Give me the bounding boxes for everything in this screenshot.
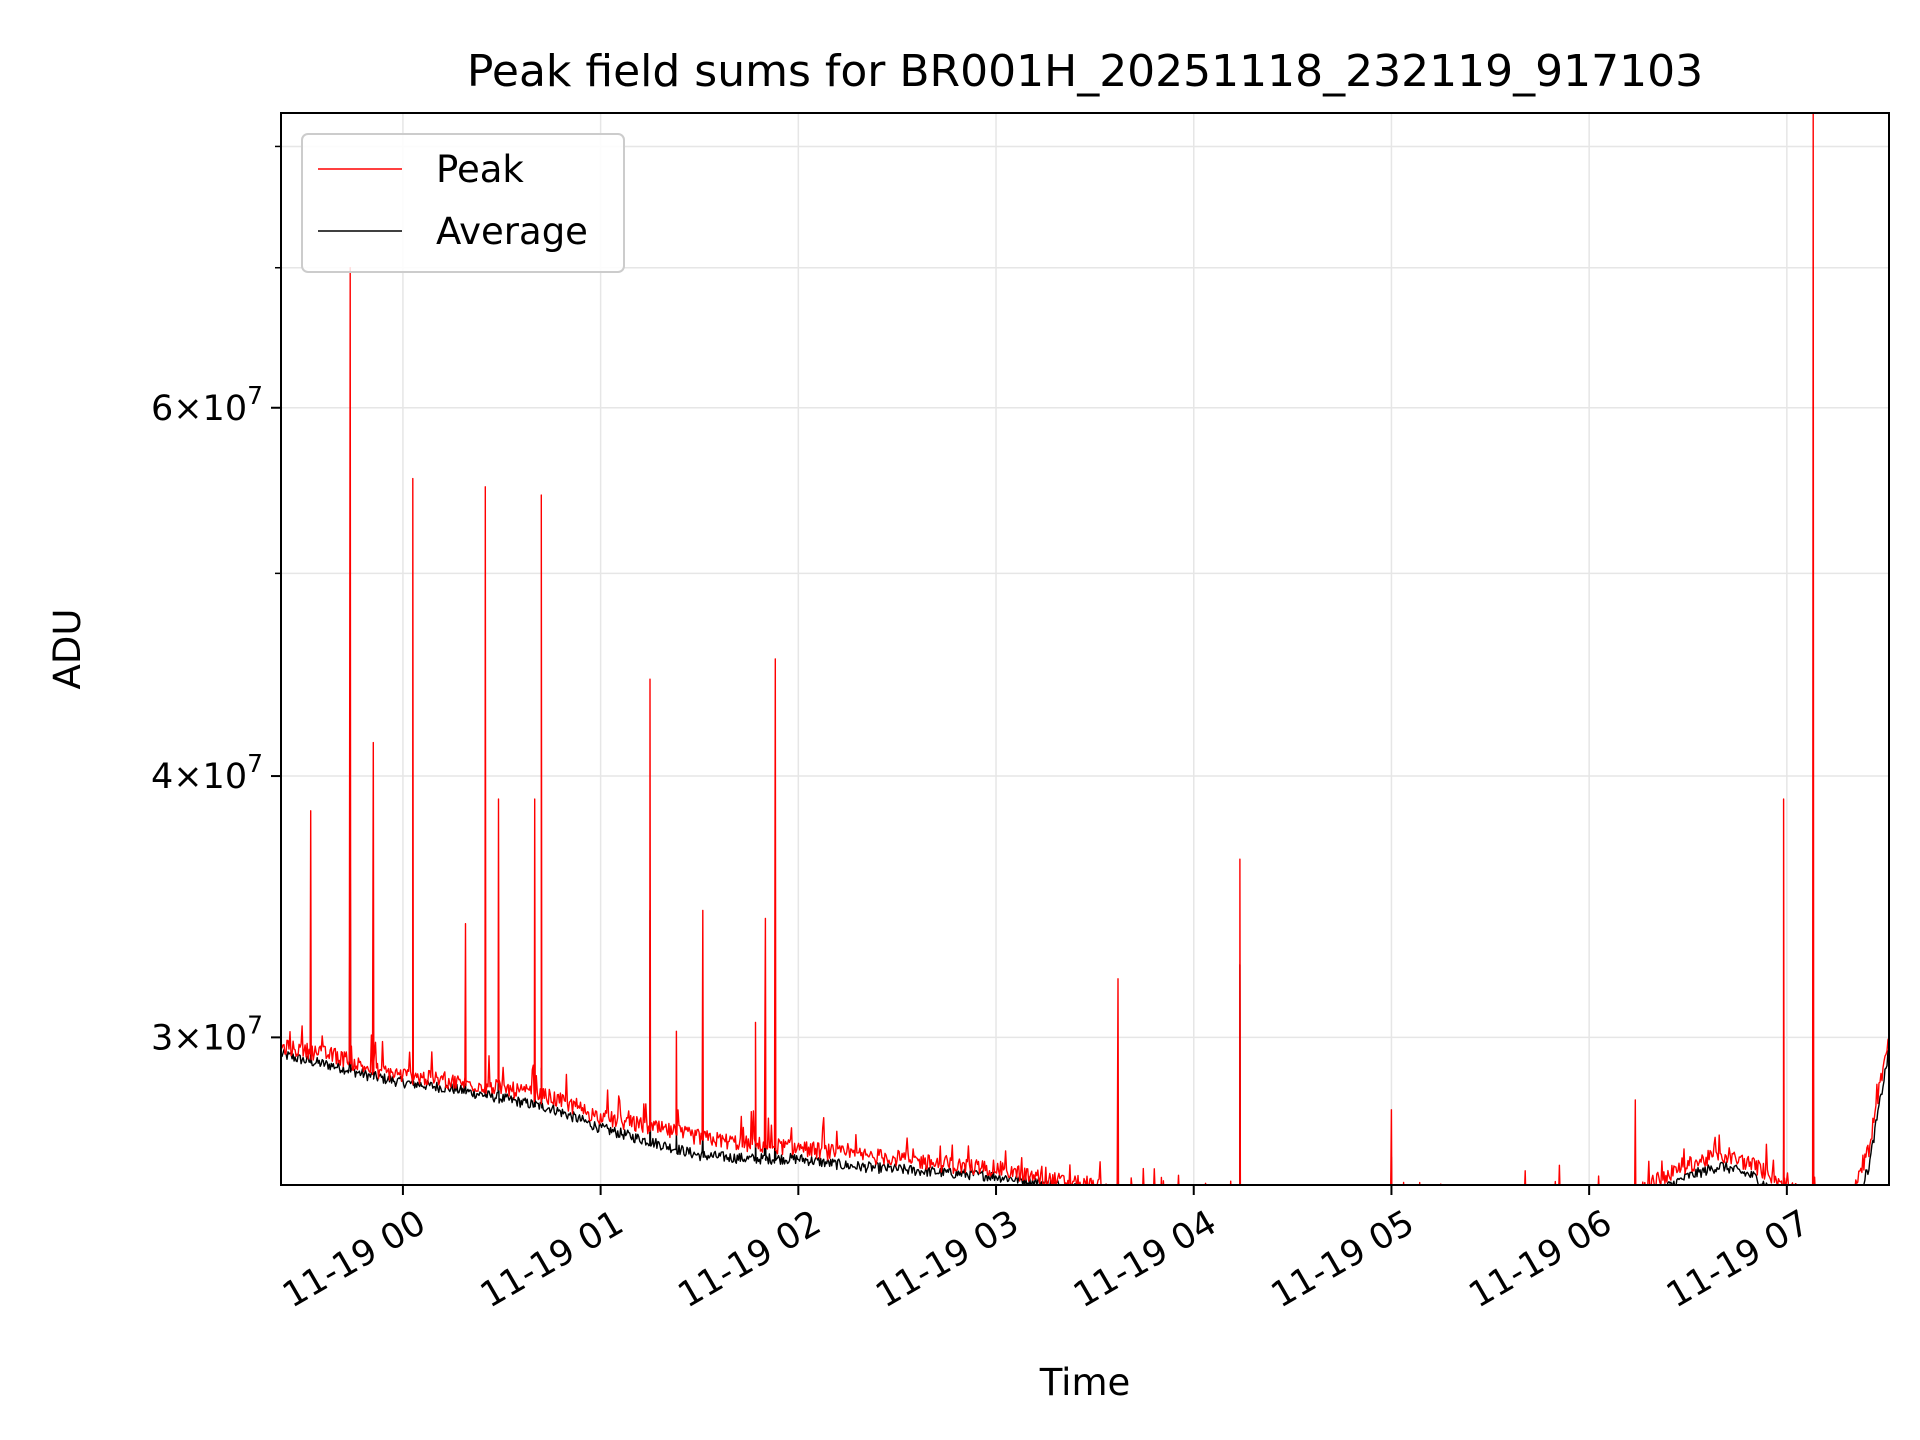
series-line-peak (281, 113, 1889, 1185)
legend-label-average: Average (436, 210, 588, 253)
series-line-average (281, 810, 1889, 1185)
legend: Peak Average (301, 133, 625, 273)
chart-title: Peak field sums for BR001H_20251118_2321… (467, 46, 1703, 97)
plot-series (281, 113, 1889, 1185)
plot-frame (280, 112, 1890, 1186)
y-tick-label: 4×107 (151, 749, 263, 797)
grid-lines (281, 113, 1889, 1185)
y-tick-label: 3×107 (151, 1010, 263, 1058)
x-axis-label: Time (1039, 1361, 1131, 1404)
y-tick-label: 6×107 (151, 381, 263, 429)
legend-label-peak: Peak (436, 148, 524, 191)
y-axis-ticks: 3×107 4×107 6×107 (151, 145, 281, 1058)
y-axis-label: ADU (46, 609, 89, 690)
